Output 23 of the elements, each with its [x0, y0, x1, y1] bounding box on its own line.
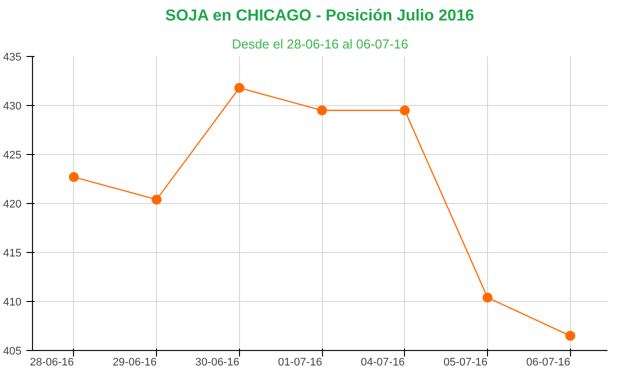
y-tick-label: 430 [3, 100, 22, 112]
point [565, 330, 576, 341]
y-tick-label: 425 [3, 150, 22, 162]
x-tick-label: 29-06-16 [112, 356, 157, 368]
point [234, 82, 244, 93]
y-tick-label: 410 [3, 296, 22, 308]
x-tick-label: 28-06-16 [30, 356, 74, 368]
x-tick-label: 06-07-16 [526, 356, 570, 368]
chart-title: SOJA en CHICAGO - Posición Julio 2016 [165, 8, 474, 24]
x-tick-label: 01-07-16 [278, 356, 322, 368]
y-tick-label: 420 [3, 198, 22, 210]
x-tick-label: 30-06-16 [195, 356, 240, 368]
point [68, 172, 79, 182]
point [152, 194, 162, 205]
point [317, 105, 328, 116]
y-tick-label: 435 [3, 52, 22, 64]
point [400, 105, 410, 116]
point [482, 292, 493, 303]
x-tick-label: 04-07-16 [360, 356, 405, 368]
chart-subtitle: Desde el 28-06-16 al 06-07-16 [232, 36, 408, 52]
x-tick-label: 05-07-16 [444, 356, 488, 368]
y-tick-label: 405 [3, 346, 22, 358]
y-tick-label: 415 [3, 248, 22, 260]
